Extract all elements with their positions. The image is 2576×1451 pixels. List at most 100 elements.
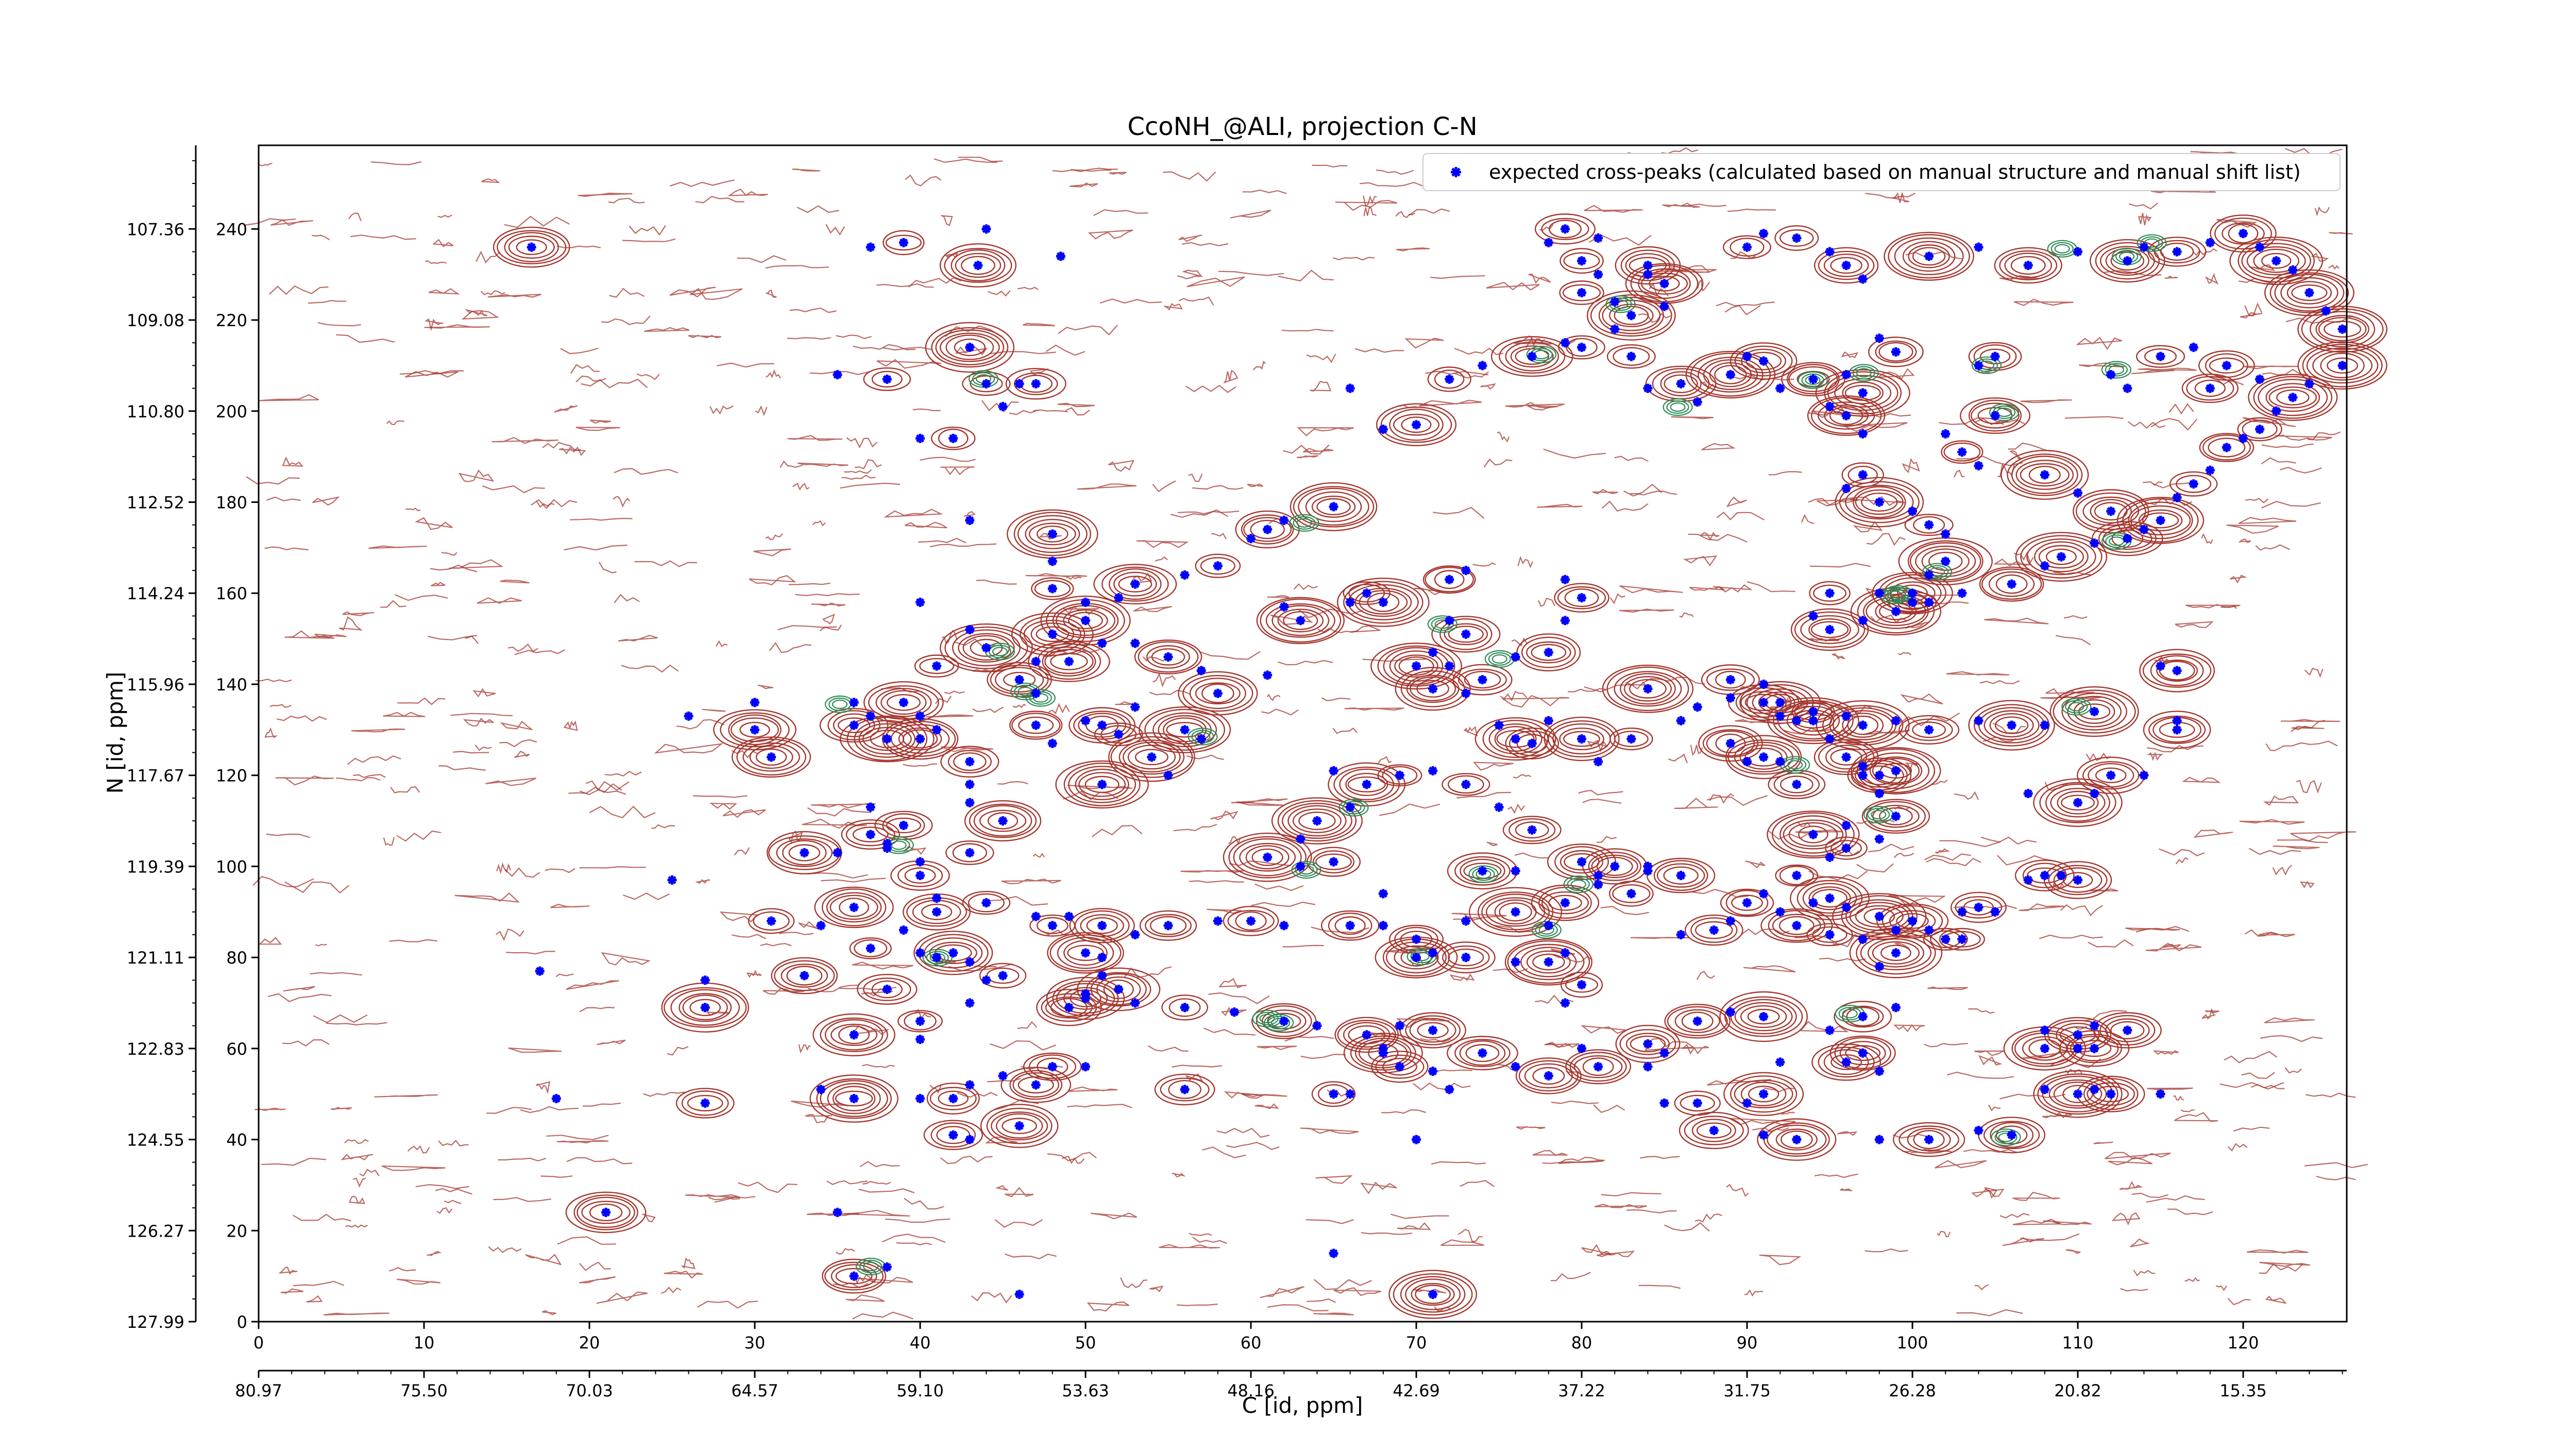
marker-stroke <box>2107 370 2115 379</box>
noise-contour <box>1900 693 1943 705</box>
marker-stroke <box>1809 375 1818 384</box>
expected-peak-marker <box>1957 907 1967 917</box>
peak-contour <box>1127 745 1176 770</box>
marker-stroke <box>2073 488 2082 497</box>
noise-contour <box>1709 793 1734 804</box>
peak-contour <box>1544 716 1620 762</box>
noise-contour <box>2261 443 2314 448</box>
marker-stroke <box>1081 989 1090 998</box>
marker-stroke <box>1544 648 1553 657</box>
marker-stroke <box>2338 325 2347 333</box>
noise-contour <box>692 795 748 798</box>
peak-contour <box>1002 1118 1037 1134</box>
noise-contour <box>664 1270 703 1279</box>
peak-contour <box>1520 947 1577 977</box>
expected-peak-marker <box>2073 798 2082 807</box>
noise-contour <box>972 706 1004 713</box>
noise-contour <box>554 405 578 413</box>
peak-contour <box>1382 766 1418 785</box>
noise-contour <box>1297 427 1354 436</box>
peak-contour <box>961 256 995 275</box>
peak-contour <box>1680 1094 1715 1112</box>
peak-contour <box>1565 976 1598 993</box>
peak-contour <box>921 903 953 920</box>
marker-stroke <box>1925 570 1934 579</box>
peak-contour <box>1905 718 1953 741</box>
expected-peak-marker <box>1445 575 1454 584</box>
noise-contour <box>396 1278 440 1285</box>
expected-peak-marker <box>1891 948 1901 958</box>
noise-contour <box>861 1064 895 1068</box>
noise-contour <box>284 881 350 894</box>
noise-contour <box>1236 801 1285 806</box>
peak-contour <box>1614 731 1649 747</box>
peak-contour <box>1973 344 2017 369</box>
marker-stroke <box>2256 375 2264 384</box>
noise-contour <box>2261 501 2321 509</box>
noise-contour <box>1109 172 1127 175</box>
marker-stroke <box>1412 953 1421 962</box>
expected-peak-marker <box>965 848 975 857</box>
noise-contour <box>1180 870 1244 873</box>
peak-contour <box>2049 686 2139 737</box>
marker-stroke <box>965 1135 974 1144</box>
marker-stroke <box>1858 275 1867 283</box>
peak-contour <box>1800 615 1859 644</box>
marker-stroke <box>1445 575 1454 584</box>
marker-stroke <box>933 953 941 962</box>
x-tick-label: 70 <box>1406 1333 1427 1353</box>
peak-contour <box>516 239 547 256</box>
peak-contour <box>1664 374 1698 393</box>
noise-contour <box>585 780 630 791</box>
peak-contour <box>1741 348 1786 374</box>
noise-contour <box>614 468 679 475</box>
expected-peak-marker <box>527 242 536 252</box>
noise-contour <box>1378 756 1392 764</box>
peak-contour <box>1315 853 1352 870</box>
marker-stroke <box>1792 1135 1801 1144</box>
peak-contour <box>1734 1002 1793 1032</box>
noise-contour <box>465 635 479 644</box>
noise-contour <box>2050 882 2064 890</box>
y-ppm-tick-label: 110.80 <box>127 402 184 421</box>
expected-peak-marker <box>916 433 925 443</box>
marker-stroke <box>1643 684 1652 693</box>
expected-peak-marker <box>882 1262 892 1272</box>
expected-peak-marker <box>1196 666 1206 676</box>
peak-contour <box>2053 867 2103 893</box>
noise-contour <box>540 1175 573 1178</box>
noise-contour <box>310 972 362 976</box>
peak-contour <box>1334 916 1366 935</box>
peak-contour <box>1245 845 1290 870</box>
peak-contour <box>1807 395 1886 436</box>
marker-stroke <box>1726 694 1735 702</box>
peak-contour <box>883 230 925 256</box>
noise-contour <box>1052 169 1112 173</box>
expected-peak-marker <box>1974 361 1984 370</box>
noise-contour <box>604 770 642 777</box>
noise-contour <box>2042 1112 2072 1119</box>
noise-contour <box>1626 1209 1677 1213</box>
marker-stroke <box>2272 257 2281 265</box>
noise-contour <box>1120 1277 1148 1289</box>
marker-stroke <box>1329 1090 1338 1099</box>
noise-contour <box>246 476 300 485</box>
peak-contour <box>1908 244 1950 268</box>
expected-peak-marker <box>899 238 908 247</box>
negative-contour <box>1801 373 1824 387</box>
marker-stroke <box>883 734 891 744</box>
marker-stroke <box>1759 1012 1768 1021</box>
peak-contour <box>1783 819 1844 850</box>
expected-peak-marker <box>2090 1085 2099 1094</box>
noise-contour <box>1218 271 1284 276</box>
negative-contour <box>2140 236 2163 250</box>
noise-contour <box>2316 1175 2356 1180</box>
peak-contour <box>2242 419 2278 439</box>
marker-stroke <box>2239 434 2248 443</box>
expected-peak-marker <box>1742 898 1752 908</box>
peak-contour <box>969 803 1037 838</box>
marker-stroke <box>1511 734 1520 744</box>
peak-contour <box>2075 492 2146 530</box>
marker-stroke <box>2007 721 2016 730</box>
negative-contour <box>1492 654 1507 664</box>
